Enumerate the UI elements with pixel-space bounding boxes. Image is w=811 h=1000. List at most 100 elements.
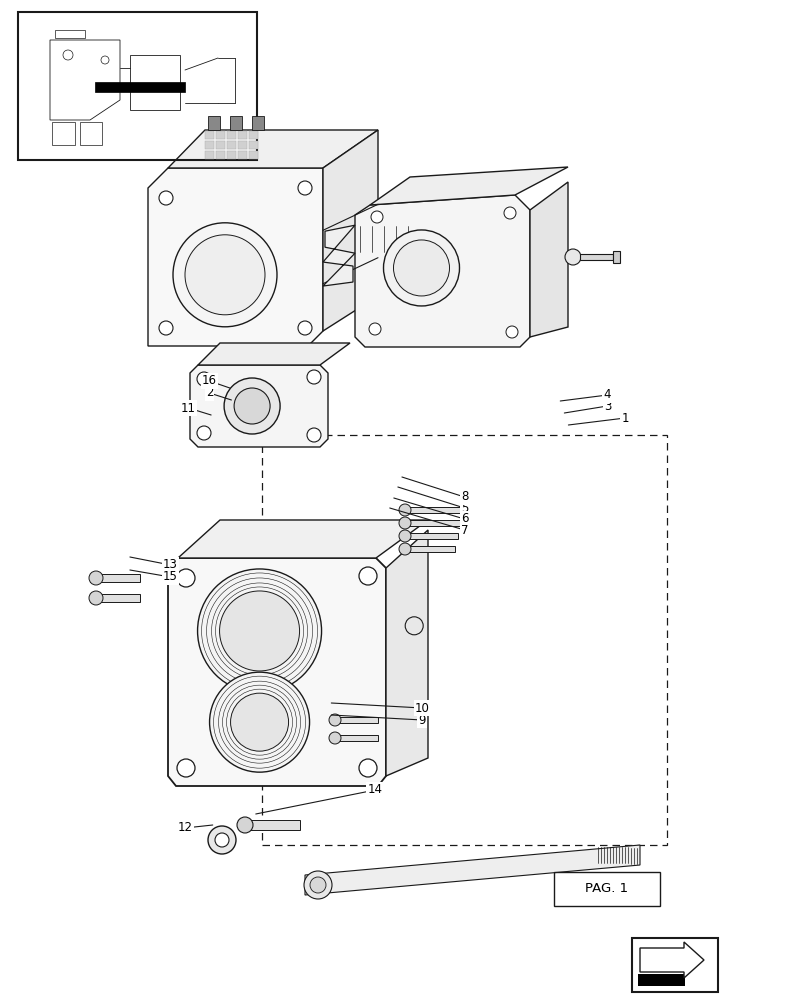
Circle shape: [159, 191, 173, 205]
Polygon shape: [305, 845, 639, 895]
Text: 8: 8: [460, 490, 468, 504]
Polygon shape: [148, 168, 323, 346]
Bar: [227, 151, 236, 159]
Polygon shape: [208, 116, 220, 130]
Circle shape: [237, 817, 253, 833]
Text: 12: 12: [178, 821, 192, 834]
Text: 5: 5: [460, 502, 468, 514]
Polygon shape: [329, 735, 378, 741]
Circle shape: [303, 871, 332, 899]
Circle shape: [328, 732, 341, 744]
Bar: [204, 141, 214, 149]
Bar: [631, 938, 717, 992]
Polygon shape: [240, 820, 299, 830]
Circle shape: [298, 321, 311, 335]
Polygon shape: [639, 942, 703, 978]
Circle shape: [177, 759, 195, 777]
Text: 4: 4: [603, 388, 611, 401]
Circle shape: [328, 714, 341, 726]
Bar: [249, 131, 258, 139]
Text: 13: 13: [163, 558, 178, 572]
Text: 1: 1: [620, 412, 629, 424]
Circle shape: [393, 240, 449, 296]
Bar: [227, 131, 236, 139]
Circle shape: [185, 235, 264, 315]
Circle shape: [89, 591, 103, 605]
Text: 15: 15: [163, 570, 178, 584]
Circle shape: [89, 571, 103, 585]
Circle shape: [197, 569, 321, 693]
Polygon shape: [230, 116, 242, 130]
Bar: [238, 141, 247, 149]
Bar: [637, 974, 684, 986]
Circle shape: [234, 388, 270, 424]
Circle shape: [371, 211, 383, 223]
Circle shape: [405, 617, 423, 635]
Bar: [249, 151, 258, 159]
Polygon shape: [168, 130, 378, 168]
Text: 16: 16: [202, 374, 217, 387]
Circle shape: [197, 372, 211, 386]
Circle shape: [310, 877, 325, 893]
Text: 9: 9: [418, 714, 426, 726]
Polygon shape: [400, 533, 457, 539]
Circle shape: [505, 326, 517, 338]
Text: 6: 6: [460, 512, 468, 526]
Polygon shape: [400, 507, 465, 513]
Circle shape: [173, 223, 277, 327]
Polygon shape: [400, 546, 454, 552]
Polygon shape: [90, 594, 139, 602]
Circle shape: [398, 543, 410, 555]
Bar: [216, 141, 225, 149]
Circle shape: [209, 672, 309, 772]
Polygon shape: [90, 574, 139, 582]
Circle shape: [383, 230, 459, 306]
Bar: [238, 131, 247, 139]
Polygon shape: [354, 195, 530, 347]
Bar: [249, 141, 258, 149]
Bar: [262, 435, 666, 845]
Polygon shape: [251, 116, 264, 130]
Bar: [238, 151, 247, 159]
Polygon shape: [168, 558, 385, 786]
Circle shape: [307, 370, 320, 384]
Polygon shape: [178, 520, 427, 558]
Polygon shape: [95, 82, 185, 92]
Polygon shape: [190, 365, 328, 447]
Text: 7: 7: [460, 524, 468, 536]
Polygon shape: [198, 343, 350, 365]
Bar: [553, 872, 659, 906]
Bar: [216, 131, 225, 139]
Circle shape: [398, 530, 410, 542]
Circle shape: [224, 378, 280, 434]
Text: 10: 10: [414, 702, 429, 714]
Circle shape: [564, 249, 581, 265]
Text: PAG. 1: PAG. 1: [585, 882, 628, 895]
Text: 2: 2: [205, 386, 213, 399]
Polygon shape: [579, 254, 612, 260]
Circle shape: [398, 517, 410, 529]
Polygon shape: [323, 225, 354, 286]
Circle shape: [358, 567, 376, 585]
Circle shape: [307, 428, 320, 442]
Text: 3: 3: [603, 399, 611, 412]
Circle shape: [298, 181, 311, 195]
Circle shape: [215, 833, 229, 847]
Circle shape: [219, 591, 299, 671]
Polygon shape: [530, 182, 568, 337]
Polygon shape: [385, 530, 427, 776]
Circle shape: [177, 569, 195, 587]
Bar: [204, 151, 214, 159]
Circle shape: [368, 323, 380, 335]
Text: 14: 14: [367, 783, 382, 796]
Text: 11: 11: [181, 401, 195, 414]
Polygon shape: [612, 251, 620, 263]
Bar: [18, 12, 257, 160]
Polygon shape: [400, 520, 460, 526]
Polygon shape: [370, 167, 568, 205]
Bar: [227, 141, 236, 149]
Circle shape: [197, 426, 211, 440]
Circle shape: [504, 207, 515, 219]
Bar: [216, 151, 225, 159]
Bar: [204, 131, 214, 139]
